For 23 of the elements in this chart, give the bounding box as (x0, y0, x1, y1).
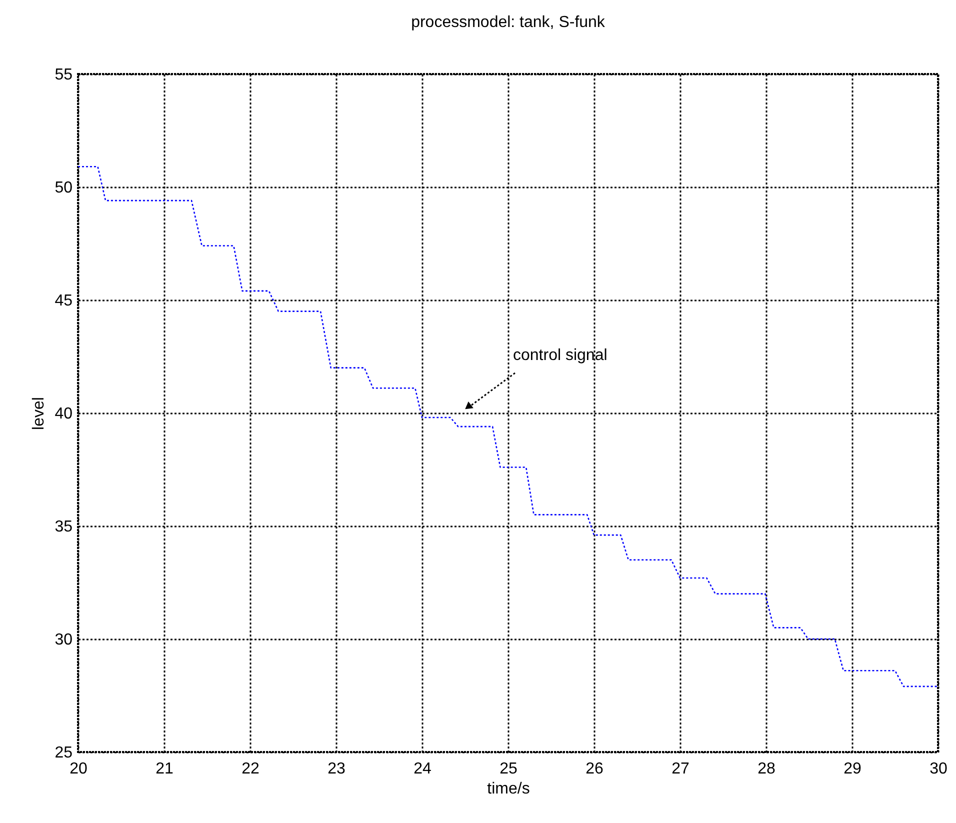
x-tick-label: 22 (242, 760, 260, 778)
y-tick-label: 45 (54, 292, 73, 310)
x-axis-title: time/s (487, 780, 530, 798)
x-tick-label: 20 (70, 760, 88, 778)
x-tick-label: 24 (414, 760, 432, 778)
x-tick-label: 26 (586, 760, 604, 778)
y-tick-label: 35 (54, 518, 73, 536)
y-axis-title: level (30, 397, 48, 430)
x-tick-label: 21 (156, 760, 174, 778)
x-tick-label: 25 (500, 760, 518, 778)
y-tick-label: 30 (54, 632, 73, 648)
y-tick-label: 40 (54, 406, 73, 422)
y-tick-label: 55 (54, 66, 73, 84)
x-tick-label: 27 (672, 760, 690, 778)
x-tick-label: 30 (930, 760, 948, 778)
line-series (77, 166, 939, 688)
x-tick-label: 23 (328, 760, 346, 778)
x-tick-label: 28 (758, 760, 776, 778)
chart-title: processmodel: tank, S-funk (411, 14, 606, 31)
y-tick-label: 50 (54, 180, 73, 196)
y-tick-label: 25 (54, 744, 73, 762)
x-tick-label: 29 (844, 760, 862, 778)
annotation: control signal (513, 347, 608, 364)
